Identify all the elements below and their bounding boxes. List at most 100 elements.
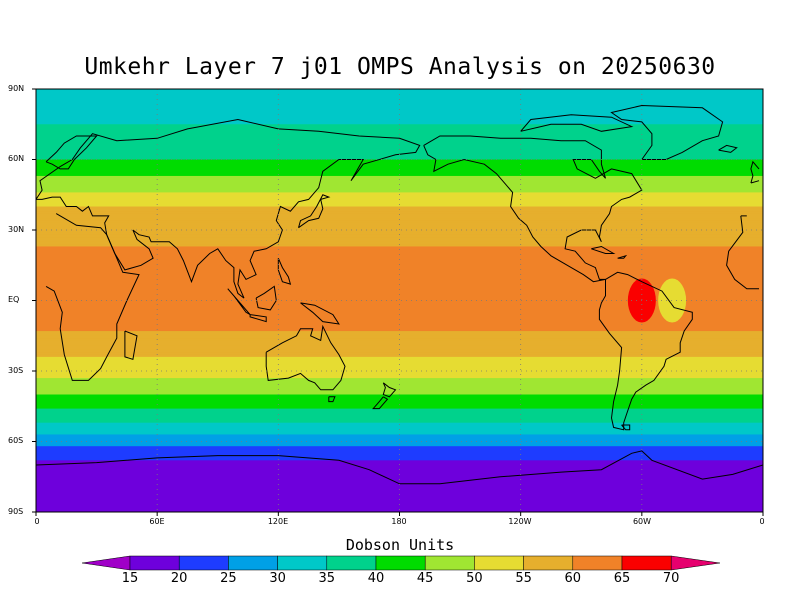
ozone-band bbox=[36, 286, 763, 290]
colorbar-label: 35 bbox=[318, 571, 336, 586]
lon-label: 60E bbox=[149, 517, 165, 526]
coastline bbox=[300, 302, 340, 325]
ozone-band bbox=[36, 201, 763, 205]
ozone-band bbox=[36, 248, 763, 252]
ozone-band bbox=[36, 288, 763, 292]
ozone-band bbox=[36, 211, 763, 215]
ozone-band bbox=[36, 331, 763, 334]
ozone-band bbox=[36, 93, 763, 97]
ozone-band bbox=[36, 394, 763, 398]
ozone-band bbox=[36, 490, 763, 494]
ozone-band bbox=[36, 380, 763, 384]
ozone-band bbox=[36, 324, 763, 327]
ozone-band bbox=[36, 314, 763, 318]
ozone-band bbox=[36, 316, 763, 320]
ozone-band bbox=[36, 241, 763, 245]
coastline bbox=[124, 330, 138, 360]
ozone-band bbox=[36, 131, 763, 135]
ozone-band bbox=[36, 126, 763, 130]
ozone-band bbox=[36, 199, 763, 203]
ozone-band bbox=[36, 194, 763, 198]
colorbar-label: 25 bbox=[220, 571, 237, 586]
ozone-band bbox=[36, 133, 763, 137]
ozone-band bbox=[36, 389, 763, 393]
ozone-band bbox=[36, 157, 763, 161]
ozone-band bbox=[36, 425, 763, 428]
ozone-band bbox=[36, 460, 763, 464]
ozone-band bbox=[36, 363, 763, 367]
lon-label: 60W bbox=[632, 517, 652, 526]
colorbar-label: 60 bbox=[564, 571, 582, 586]
ozone-band bbox=[36, 154, 763, 158]
ozone-band bbox=[36, 326, 763, 330]
coastline bbox=[598, 271, 693, 431]
coastline bbox=[36, 118, 421, 299]
ozone-band bbox=[36, 244, 763, 248]
ozone-band bbox=[36, 467, 763, 471]
ozone-band bbox=[36, 145, 763, 149]
ozone-band bbox=[36, 436, 763, 440]
ozone-band bbox=[36, 140, 763, 144]
ozone-band bbox=[36, 483, 763, 487]
ozone-band bbox=[36, 434, 763, 438]
coastline bbox=[718, 144, 738, 153]
ozone-band bbox=[36, 401, 763, 405]
ozone-band bbox=[36, 345, 763, 349]
lon-label: 0 bbox=[759, 517, 765, 526]
ozone-band bbox=[36, 340, 763, 344]
ozone-band bbox=[36, 239, 763, 243]
coastline bbox=[265, 324, 346, 391]
coastline bbox=[591, 245, 616, 254]
ozone-band bbox=[36, 204, 763, 208]
ozone-band bbox=[36, 321, 763, 325]
ozone-band bbox=[36, 481, 763, 485]
ozone-band bbox=[36, 432, 763, 436]
coastline bbox=[227, 288, 251, 316]
ozone-band bbox=[36, 164, 763, 168]
ozone-band bbox=[36, 150, 763, 154]
ozone-band bbox=[36, 220, 763, 224]
ozone-band bbox=[36, 234, 763, 238]
ozone-band bbox=[36, 439, 763, 443]
lat-label: 30N bbox=[8, 225, 25, 234]
ozone-band bbox=[36, 225, 763, 229]
ozone-band bbox=[36, 300, 763, 304]
ozone-band bbox=[36, 312, 763, 316]
ozone-band bbox=[36, 399, 763, 403]
ozone-band bbox=[36, 215, 763, 219]
coastline bbox=[249, 314, 267, 323]
colorbar-label: 55 bbox=[515, 571, 532, 586]
colorbar-title: Dobson Units bbox=[345, 536, 455, 554]
ozone-band bbox=[36, 368, 763, 372]
ozone-band bbox=[36, 375, 763, 379]
ozone-band bbox=[36, 354, 763, 358]
lat-label: 90N bbox=[8, 84, 25, 93]
ozone-band bbox=[36, 450, 763, 454]
ozone-band bbox=[36, 474, 763, 478]
ozone-band bbox=[36, 110, 763, 114]
colorbar-label: 30 bbox=[269, 571, 286, 586]
colorbar-label: 20 bbox=[170, 571, 188, 586]
ozone-band bbox=[36, 112, 763, 116]
ozone-band bbox=[36, 500, 763, 504]
ozone-band bbox=[36, 291, 763, 295]
coastline bbox=[621, 424, 631, 431]
ozone-band bbox=[36, 255, 763, 259]
ozone-band bbox=[36, 91, 763, 95]
ozone-band bbox=[36, 124, 763, 128]
colorbar-label: 15 bbox=[121, 571, 139, 586]
ozone-band bbox=[36, 387, 763, 391]
ozone-band bbox=[36, 361, 763, 365]
ozone-band bbox=[36, 486, 763, 490]
ozone-band bbox=[36, 230, 763, 233]
ozone-band bbox=[36, 319, 763, 323]
map-title: Umkehr Layer 7 j01 OMPS Analysis on 2025… bbox=[84, 54, 716, 80]
ozone-band bbox=[36, 173, 763, 177]
ozone-band bbox=[36, 392, 763, 396]
colorbar-label: 50 bbox=[466, 571, 483, 586]
ozone-band bbox=[36, 427, 763, 431]
ozone-band bbox=[36, 89, 763, 92]
ozone-band bbox=[36, 274, 763, 278]
coastline bbox=[520, 114, 634, 132]
lon-label: 180 bbox=[391, 517, 407, 526]
